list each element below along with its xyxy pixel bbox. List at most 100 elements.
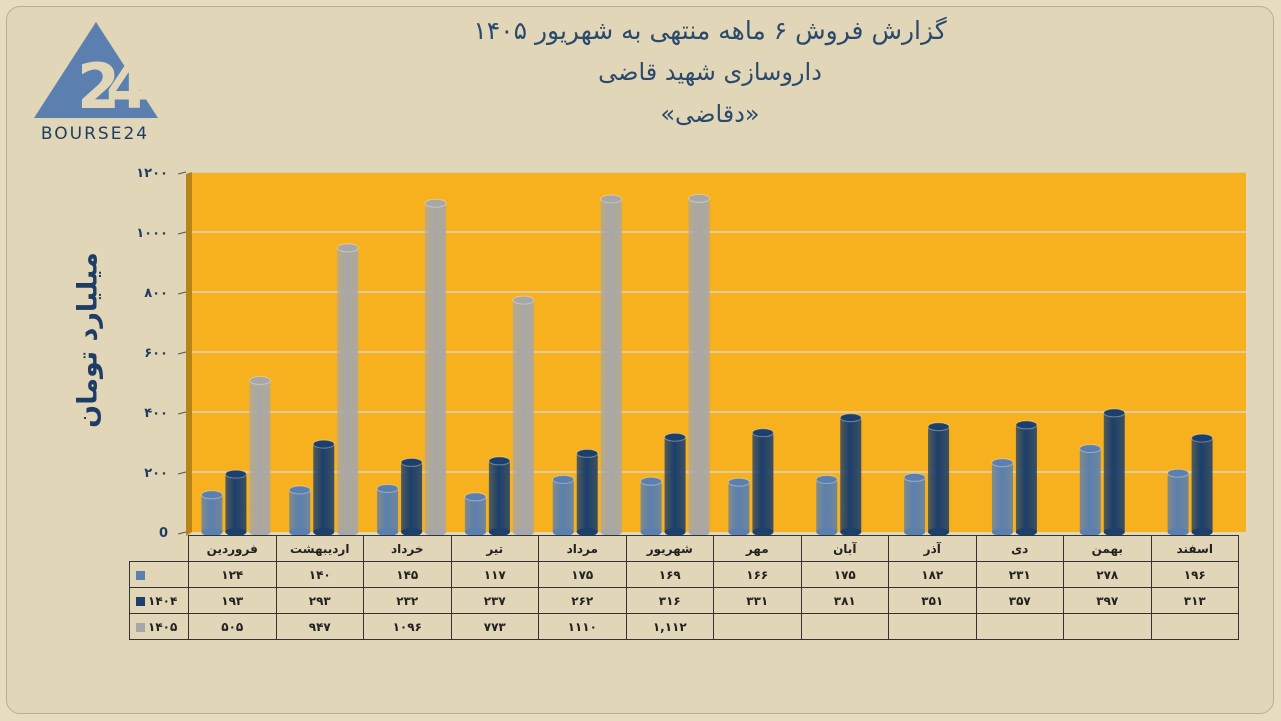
category-label: اسفند	[1150, 535, 1239, 562]
bar	[815, 475, 838, 536]
bourse24-logo: 2 4	[34, 22, 158, 123]
data-cell	[975, 613, 1064, 640]
category-label: تیر	[450, 535, 539, 562]
data-cell: ۳۸۱	[800, 587, 889, 614]
data-cell	[1150, 613, 1239, 640]
bar	[640, 476, 663, 536]
category-label: مهر	[713, 535, 802, 562]
series-label: ۱۴۰۴	[129, 587, 189, 614]
data-cell: ۳۳۱	[713, 587, 802, 614]
data-cell: ۲۷۸	[1063, 561, 1152, 588]
bar	[927, 422, 950, 536]
data-cell: ۱۹۳	[188, 587, 277, 614]
legend-swatch	[136, 622, 145, 632]
y-tick-mark	[177, 411, 187, 415]
y-tick-mark	[177, 351, 187, 355]
category-label: آبان	[800, 535, 889, 562]
data-cell: ۱۰۹۶	[363, 613, 452, 640]
bar	[1191, 433, 1214, 536]
bar	[1015, 420, 1038, 536]
data-cell: ۷۷۳	[450, 613, 539, 640]
table-corner	[130, 536, 189, 562]
y-tick-label: ۴۰۰	[144, 406, 168, 421]
y-tick-mark	[177, 171, 187, 175]
data-cell: ۱۶۹	[625, 561, 714, 588]
y-tick-label: ۶۰۰	[144, 346, 168, 361]
bar	[248, 376, 271, 536]
category-label: فروردین	[188, 535, 277, 562]
series-label	[129, 561, 189, 588]
legend-swatch	[136, 596, 145, 606]
chart-title: گزارش فروش ۶ ماهه منتهی به شهریور ۱۴۰۵	[473, 16, 947, 45]
series-name: ۱۴۰۴	[148, 593, 178, 608]
legend-swatch	[136, 570, 145, 580]
bar	[224, 469, 247, 536]
bar	[488, 456, 511, 536]
bar	[1079, 444, 1102, 536]
y-tick-mark	[177, 231, 187, 235]
bar	[664, 432, 687, 536]
data-cell: ۱۷۵	[538, 561, 627, 588]
logo-text: BOURSE24	[40, 124, 150, 144]
data-cell: ۹۴۷	[275, 613, 364, 640]
data-cell: ۳۱۶	[625, 587, 714, 614]
data-cell	[800, 613, 889, 640]
table-header-row: فروردین اردیبهشت خرداد تیر مرداد شهریور مهر آبا…	[130, 535, 1239, 562]
bar	[903, 472, 926, 536]
category-label: دی	[975, 535, 1064, 562]
bar	[464, 492, 487, 536]
bar	[991, 458, 1014, 536]
data-cell: ۳۱۳	[1150, 587, 1239, 614]
y-tick-label: ۱۰۰۰	[136, 226, 168, 241]
series-label: ۱۴۰۵	[129, 613, 189, 640]
data-cell: ۲۹۳	[275, 587, 364, 614]
bar	[576, 448, 599, 536]
data-cell: ۱۶۶	[713, 561, 802, 588]
data-cell: ۱۱۷	[450, 561, 539, 588]
y-tick-label: 0	[159, 526, 168, 541]
bar	[424, 198, 447, 536]
bar	[727, 477, 750, 536]
table-row: ۱۴۰۵ ۵۰۵ ۹۴۷ ۱۰۹۶ ۷۷۳ ۱۱۱۰ ۱,۱۱۲	[129, 613, 1239, 640]
bar	[1103, 408, 1126, 536]
bar	[288, 485, 311, 536]
bar	[1167, 468, 1190, 536]
data-cell: ۱۹۶	[1150, 561, 1239, 588]
category-label: خرداد	[363, 535, 452, 562]
chart-ticker: «دقاضی»	[660, 100, 760, 128]
data-cell: ۳۵۷	[975, 587, 1064, 614]
bar	[512, 295, 535, 536]
chart-subtitle: داروسازی شهید قاضی	[598, 58, 822, 86]
data-cell: ۱,۱۱۲	[625, 613, 714, 640]
category-label: آذر	[888, 535, 977, 562]
category-label: اردیبهشت	[275, 535, 364, 562]
y-tick-mark	[177, 291, 187, 295]
y-tick-label: ۲۰۰	[144, 466, 168, 481]
data-cell: ۱۴۵	[363, 561, 452, 588]
bar	[376, 484, 399, 536]
y-tick-mark	[177, 471, 187, 475]
data-cell: ۳۹۷	[1063, 587, 1152, 614]
category-label: مرداد	[538, 535, 627, 562]
y-tick-label: ۱۲۰۰	[136, 166, 168, 181]
bar	[600, 194, 623, 536]
bar	[200, 490, 223, 536]
data-cell	[713, 613, 802, 640]
data-cell: ۱۲۴	[188, 561, 277, 588]
logo-mark: 2	[77, 50, 120, 123]
data-cell: ۱۴۰	[275, 561, 364, 588]
svg-text:4: 4	[106, 50, 149, 123]
bar	[839, 413, 862, 536]
y-tick-label: ۸۰۰	[144, 286, 168, 301]
bar	[688, 193, 711, 536]
data-cell	[1063, 613, 1152, 640]
category-label: شهریور	[625, 535, 714, 562]
table-row: ۱۲۴ ۱۴۰ ۱۴۵ ۱۱۷ ۱۷۵ ۱۶۹ ۱۶۶ ۱۷۵ ۱۸۲ ۲۳۱ ۲۷۸ ۱۹۶	[129, 561, 1239, 588]
bar	[312, 439, 335, 536]
bar	[552, 475, 575, 536]
data-cell: ۵۰۵	[188, 613, 277, 640]
data-cell: ۳۵۱	[888, 587, 977, 614]
category-label: بهمن	[1063, 535, 1152, 562]
data-cell: ۲۶۲	[538, 587, 627, 614]
plot-side-wall	[186, 172, 192, 536]
